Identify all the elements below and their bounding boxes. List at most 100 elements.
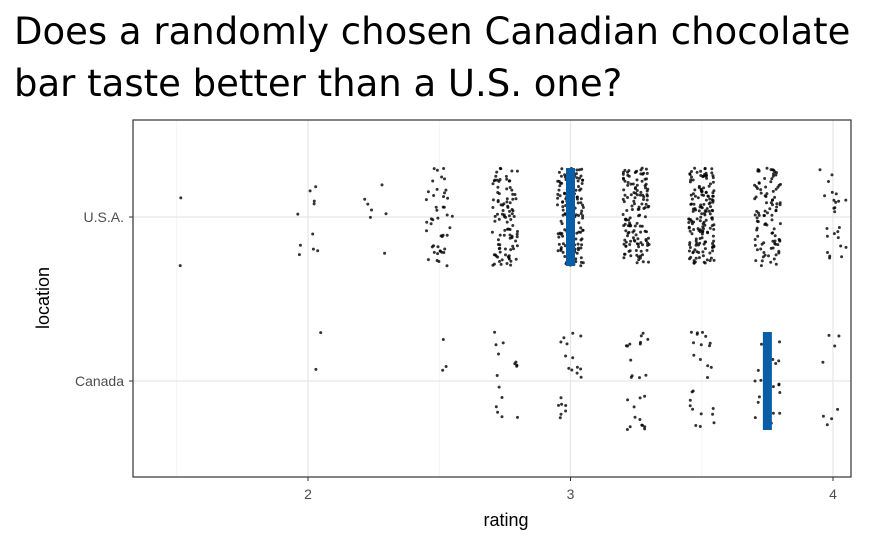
data-point	[711, 191, 715, 195]
data-point	[626, 234, 629, 238]
data-point	[698, 425, 702, 428]
data-point	[574, 213, 578, 217]
data-point	[771, 203, 774, 207]
data-point	[516, 415, 519, 419]
data-point	[564, 354, 568, 358]
data-point	[828, 256, 832, 260]
data-point	[821, 360, 825, 364]
data-point	[687, 226, 691, 230]
data-point	[821, 414, 825, 418]
data-point	[687, 221, 691, 224]
data-point	[773, 234, 777, 238]
data-point	[575, 176, 579, 180]
data-point	[312, 202, 316, 206]
data-point	[624, 229, 628, 233]
data-point	[505, 220, 509, 224]
data-point	[580, 243, 584, 247]
data-point	[762, 251, 766, 254]
data-point	[559, 246, 563, 250]
data-point	[832, 232, 836, 236]
data-point	[634, 233, 638, 237]
y-tick-label: U.S.A.	[84, 209, 124, 225]
median-bar	[566, 168, 575, 266]
data-point	[712, 421, 716, 425]
data-point	[491, 198, 495, 202]
data-point	[436, 245, 440, 249]
data-point	[498, 166, 502, 170]
data-point	[640, 202, 644, 206]
data-point	[765, 166, 769, 170]
data-point	[759, 378, 763, 382]
grid-lines	[133, 120, 851, 477]
data-point	[691, 407, 695, 411]
data-point	[443, 191, 446, 195]
data-point	[708, 201, 712, 205]
data-point	[579, 334, 583, 338]
data-point	[774, 253, 778, 257]
data-point	[629, 358, 633, 362]
data-point	[693, 248, 697, 252]
data-point	[563, 191, 566, 195]
data-point	[579, 238, 583, 242]
data-point	[578, 188, 582, 192]
data-point	[688, 243, 692, 247]
data-point	[425, 220, 429, 224]
data-point	[424, 198, 428, 202]
data-point	[561, 234, 565, 238]
data-point	[563, 255, 567, 258]
data-point	[621, 213, 625, 216]
data-point	[509, 218, 513, 221]
data-point	[771, 411, 775, 415]
data-point	[775, 205, 779, 209]
data-point	[575, 168, 579, 172]
data-point	[565, 342, 569, 346]
data-point	[764, 185, 768, 189]
data-point	[581, 178, 585, 182]
data-point	[695, 241, 699, 245]
data-point	[643, 206, 647, 210]
data-point	[705, 207, 709, 211]
data-point	[701, 175, 705, 178]
data-point	[779, 182, 782, 186]
data-point	[508, 236, 512, 240]
data-point	[633, 196, 637, 200]
data-point	[645, 171, 649, 175]
data-point	[695, 217, 699, 221]
data-point	[693, 194, 697, 198]
data-point	[647, 204, 651, 208]
data-point	[703, 247, 707, 251]
data-point	[770, 213, 774, 217]
data-point	[560, 167, 564, 171]
data-point	[834, 200, 838, 204]
data-point	[450, 214, 454, 218]
data-point	[776, 185, 780, 189]
data-point	[515, 364, 519, 368]
data-point	[696, 227, 700, 231]
data-point	[844, 245, 848, 249]
data-point	[622, 200, 626, 204]
data-point	[575, 371, 579, 375]
data-point	[311, 232, 315, 236]
data-point	[645, 194, 649, 198]
data-point	[631, 182, 635, 186]
data-point	[707, 184, 711, 188]
data-point	[494, 405, 498, 409]
data-point	[514, 257, 518, 261]
data-point	[491, 206, 495, 209]
data-point	[496, 185, 500, 189]
data-point	[753, 238, 757, 241]
data-point	[688, 172, 692, 176]
data-point	[644, 167, 648, 171]
data-point	[563, 173, 567, 177]
data-point	[500, 212, 504, 216]
data-point	[753, 379, 757, 383]
data-point	[689, 255, 693, 259]
data-point	[380, 183, 384, 187]
data-point	[825, 423, 829, 427]
data-point	[639, 190, 643, 194]
data-point	[501, 341, 505, 345]
data-point	[644, 186, 647, 190]
data-point	[500, 258, 504, 262]
data-point	[627, 249, 631, 253]
title-line-2: bar taste better than a U.S. one?	[14, 62, 623, 105]
